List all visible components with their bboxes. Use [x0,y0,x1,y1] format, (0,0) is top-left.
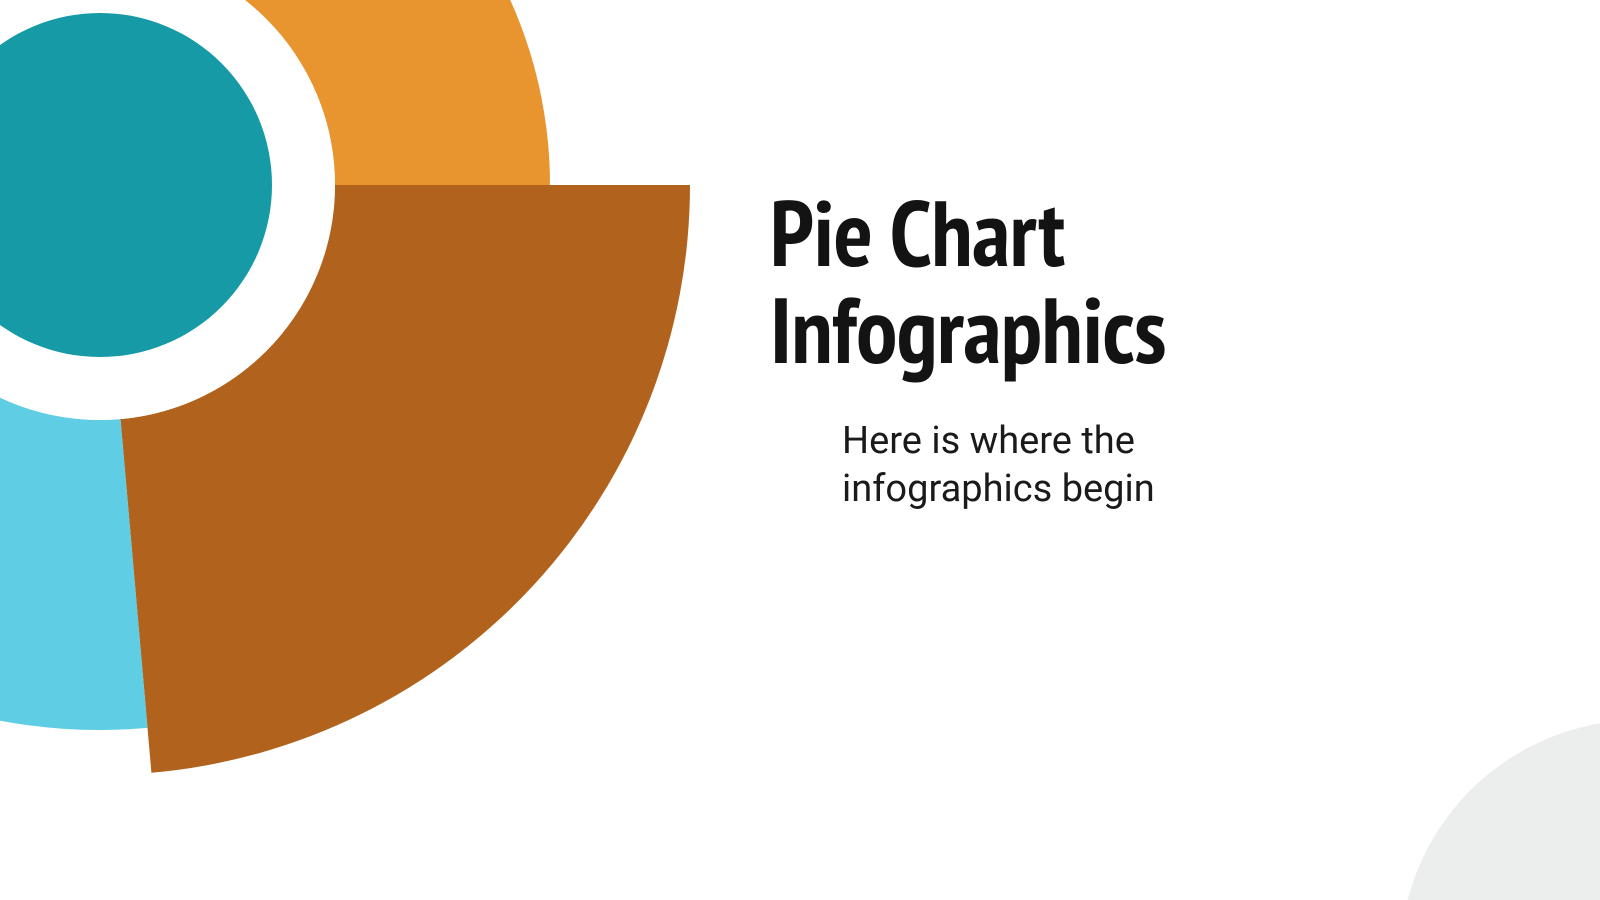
title-line-1: Pie Chart [770,185,1166,282]
page-title: Pie Chart Infographics [770,185,1166,378]
subtitle-line-1: Here is where the [842,418,1155,466]
slide-stage: Pie Chart Infographics Here is where the… [0,0,1600,900]
subtitle-line-2: infographics begin [842,466,1155,514]
page-subtitle: Here is where the infographics begin [842,418,1155,513]
pie-infographic [0,0,1600,900]
title-line-2: Infographics [770,282,1166,379]
corner-accent-circle [1400,720,1600,900]
